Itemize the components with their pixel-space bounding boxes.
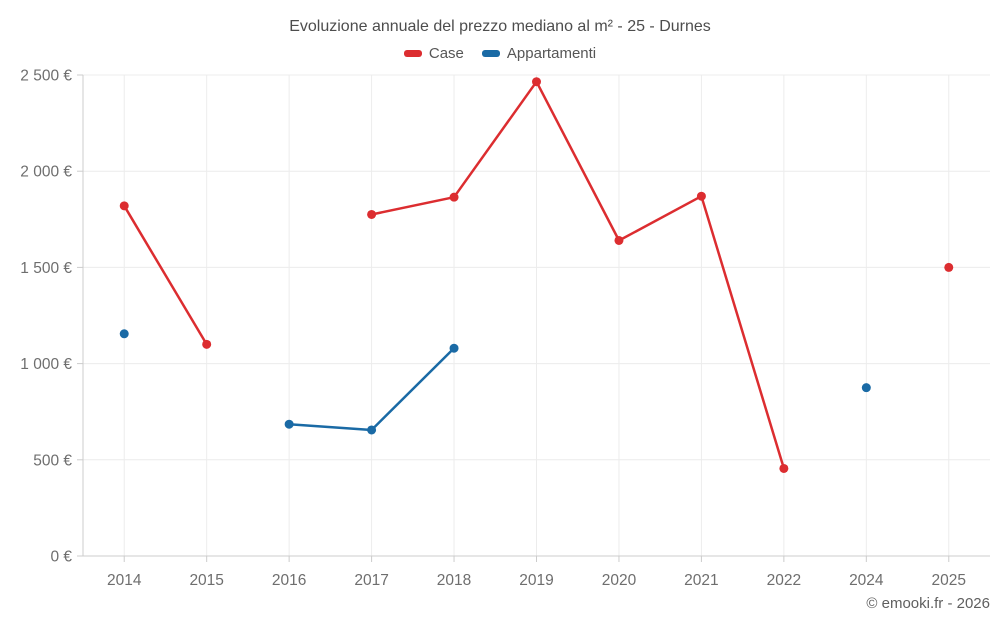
- y-tick-label: 1 000 €: [20, 356, 72, 373]
- x-tick-label: 2014: [107, 572, 142, 589]
- legend: Case Appartamenti: [0, 45, 1000, 62]
- x-tick-label: 2017: [354, 572, 388, 589]
- x-tick-label: 2019: [519, 572, 553, 589]
- data-point-case-2017[interactable]: [367, 209, 377, 219]
- data-point-appartamenti-2017[interactable]: [367, 425, 377, 435]
- data-point-case-2022[interactable]: [779, 463, 789, 473]
- legend-item-appartamenti[interactable]: Appartamenti: [481, 45, 597, 62]
- legend-label-case: Case: [428, 45, 464, 62]
- legend-label-appartamenti: Appartamenti: [506, 45, 597, 62]
- x-tick-label: 2025: [932, 572, 966, 589]
- x-tick-label: 2015: [189, 572, 223, 589]
- legend-swatch-appartamenti: [481, 50, 500, 57]
- y-tick-label: 500 €: [33, 452, 72, 469]
- data-point-case-2025[interactable]: [944, 262, 954, 272]
- data-point-case-2019[interactable]: [532, 77, 541, 87]
- y-tick-label: 1 500 €: [20, 260, 72, 277]
- series-line-appartamenti: [289, 348, 866, 430]
- data-point-case-2021[interactable]: [696, 191, 706, 201]
- x-tick-label: 2024: [849, 572, 884, 589]
- data-point-appartamenti-2016[interactable]: [284, 419, 294, 429]
- chart-title: Evoluzione annuale del prezzo mediano al…: [289, 18, 711, 35]
- y-tick-label: 0 €: [50, 549, 72, 566]
- x-tick-label: 2016: [272, 572, 306, 589]
- data-point-appartamenti-2024[interactable]: [861, 383, 871, 393]
- y-tick-label: 2 000 €: [20, 164, 72, 181]
- x-tick-label: 2018: [437, 572, 471, 589]
- data-point-case-2014[interactable]: [119, 201, 129, 211]
- x-tick-label: 2020: [602, 572, 637, 589]
- copyright: © emooki.fr - 2026: [866, 595, 990, 612]
- x-tick-label: 2022: [767, 572, 801, 589]
- legend-swatch-case: [403, 50, 422, 57]
- data-point-case-2015[interactable]: [202, 339, 212, 349]
- y-tick-label: 2 500 €: [20, 68, 72, 85]
- data-point-case-2018[interactable]: [449, 192, 459, 202]
- data-point-appartamenti-2018[interactable]: [449, 343, 459, 353]
- data-point-appartamenti-2014[interactable]: [119, 329, 129, 339]
- data-point-case-2020[interactable]: [614, 235, 624, 245]
- legend-item-case[interactable]: Case: [403, 45, 464, 62]
- x-tick-label: 2021: [684, 572, 718, 589]
